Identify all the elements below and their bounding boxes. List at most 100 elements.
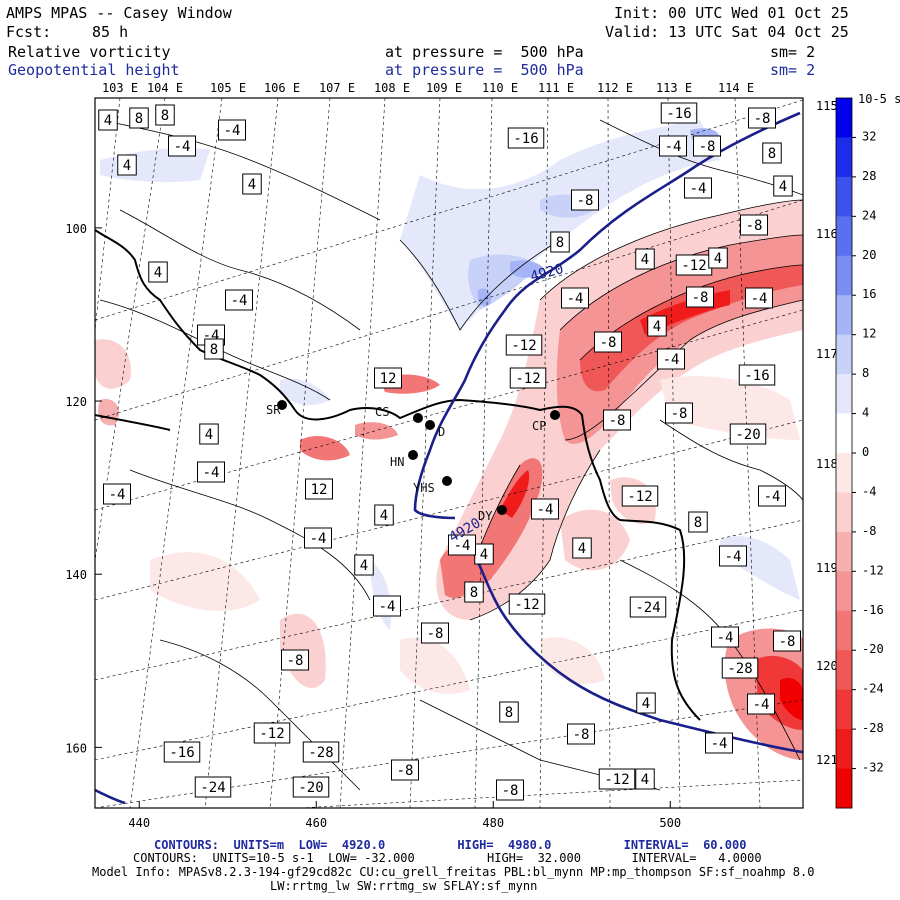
- colorbar-label: 20: [862, 248, 876, 262]
- vorticity-label-box: [204, 338, 224, 360]
- vorticity-label: -16: [744, 368, 769, 384]
- vorticity-label-box: [636, 692, 656, 714]
- field1-name: Relative vorticity: [8, 43, 171, 61]
- vorticity-label: -4: [663, 352, 680, 368]
- vorticity-label-box: [242, 173, 262, 195]
- vorticity-label: 4: [480, 547, 488, 563]
- vorticity-label-box: [621, 485, 659, 507]
- colorbar-segment: [836, 689, 852, 730]
- vorticity-label: -24: [200, 780, 225, 796]
- vorticity-label: -12: [627, 489, 652, 505]
- vorticity-label: -12: [604, 772, 629, 788]
- vorticity-label-box: [561, 287, 589, 309]
- top-longitude-label: 111 E: [538, 81, 574, 95]
- vorticity-label: -4: [711, 736, 728, 752]
- vorticity-label-box: [421, 622, 449, 644]
- top-longitude-label: 110 E: [482, 81, 518, 95]
- vorticity-label: -20: [735, 427, 760, 443]
- vorticity-label-box: [374, 367, 402, 389]
- vorticity-label-box: [509, 367, 547, 389]
- colorbar-segment: [836, 374, 852, 415]
- vorticity-label-box: [660, 102, 698, 124]
- station-label: D: [438, 425, 445, 439]
- vorticity-label: 4: [248, 177, 256, 193]
- vorticity-label: 4: [641, 772, 649, 788]
- x-tick-label: 440: [128, 816, 150, 830]
- colorbar-segment: [836, 571, 852, 612]
- colorbar-segment: [836, 531, 852, 572]
- vorticity-label: 4: [380, 508, 388, 524]
- vorticity-label-box: [773, 175, 793, 197]
- colorbar-segment: [836, 334, 852, 375]
- colorbar-segment: [836, 98, 852, 138]
- colorbar-label: -4: [862, 484, 876, 498]
- vorticity-label-box: [505, 334, 543, 356]
- vorticity-label: 4: [779, 179, 787, 195]
- colorbar-segment: [836, 729, 852, 770]
- vorticity-label: -24: [635, 600, 660, 616]
- colorbar-segment: [836, 650, 852, 691]
- vorticity-label: 8: [210, 342, 218, 358]
- station-dot-dy: [497, 505, 507, 515]
- vorticity-label-box: [129, 107, 149, 129]
- colorbar-label: 12: [862, 327, 876, 341]
- vorticity-label-box: [567, 723, 595, 745]
- vorticity-label-box: [496, 779, 524, 801]
- vorticity-label-box: [281, 649, 309, 671]
- vorticity-label: -8: [754, 111, 771, 127]
- vorticity-label-box: [168, 135, 196, 157]
- vorticity-label: 4: [642, 696, 650, 712]
- x-tick-label: 500: [659, 816, 681, 830]
- model-info-line1: Model Info: MPASv8.2.3-194-gf29cd82c CU:…: [92, 865, 815, 879]
- vorticity-label-box: [688, 511, 708, 533]
- vorticity-label-box: [738, 364, 776, 386]
- vorticity-label: -8: [573, 727, 590, 743]
- vorticity-label-box: [199, 423, 219, 445]
- vorticity-label: 12: [311, 482, 328, 498]
- vorticity-label-box: [629, 596, 667, 618]
- vorticity-label-box: [659, 135, 687, 157]
- vorticity-label-box: [292, 776, 330, 798]
- vorticity-label: -12: [259, 726, 284, 742]
- top-longitude-label: 109 E: [426, 81, 462, 95]
- station-label: SR: [266, 403, 281, 417]
- vorticity-label-box: [155, 104, 175, 126]
- vorticity-label-box: [603, 409, 631, 431]
- vorticity-label: -4: [109, 487, 126, 503]
- top-longitude-label: 113 E: [656, 81, 692, 95]
- vorticity-label-box: [391, 759, 419, 781]
- vorticity-label-box: [657, 348, 685, 370]
- vorticity-label: -4: [717, 630, 734, 646]
- vorticity-label-box: [594, 331, 622, 353]
- colorbar-label: 28: [862, 169, 876, 183]
- top-longitude-label: 108 E: [374, 81, 410, 95]
- vorticity-label: 8: [505, 705, 513, 721]
- x-tick-label: 480: [482, 816, 504, 830]
- colorbar-label: 4: [862, 406, 869, 420]
- station-label: CS: [375, 405, 389, 419]
- station-label: CP: [532, 419, 546, 433]
- vorticity-label: -8: [746, 218, 763, 234]
- vorticity-label-box: [721, 657, 759, 679]
- vorticity-label-box: [719, 545, 747, 567]
- station-label: HN: [390, 455, 404, 469]
- y-tick-label: 100: [65, 222, 87, 236]
- vorticity-label: 8: [161, 108, 169, 124]
- vorticity-label: -4: [751, 291, 768, 307]
- vorticity-label: -4: [224, 123, 241, 139]
- top-longitude-label: 104 E: [147, 81, 183, 95]
- x-axis: 440 460 480 500: [128, 801, 681, 830]
- vorticity-label: -8: [397, 763, 414, 779]
- colorbar-label: 24: [862, 208, 876, 222]
- colorbar-label: -24: [862, 682, 884, 696]
- vorticity-label: -8: [609, 413, 626, 429]
- vorticity-label: -28: [727, 661, 752, 677]
- colorbar-segment: [836, 255, 852, 296]
- vorticity-label-box: [218, 119, 246, 141]
- vorticity-label: -16: [666, 106, 691, 122]
- vorticity-label: 8: [694, 515, 702, 531]
- height-contour-info: CONTOURS: UNITS=m LOW= 4920.0 HIGH= 4980…: [154, 838, 747, 852]
- field2-pressure: at pressure = 500 hPa: [385, 61, 584, 79]
- vorticity-label-box: [745, 287, 773, 309]
